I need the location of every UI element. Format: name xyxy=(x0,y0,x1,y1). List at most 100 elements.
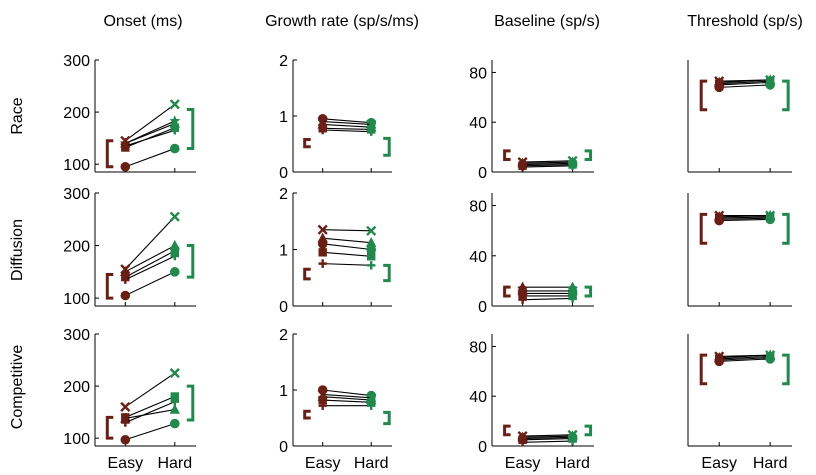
x-tick-label-hard: Hard xyxy=(555,455,590,472)
y-tick-label: 300 xyxy=(63,327,90,344)
series-connector-line xyxy=(125,255,176,281)
hard-range-bracket xyxy=(186,244,195,279)
row-labels: Race Diffusion Competitive xyxy=(9,97,26,429)
series-connector-line xyxy=(522,437,573,441)
y-tick-label: 2 xyxy=(279,186,288,203)
series-connector-line xyxy=(125,423,175,441)
x-tick-label-easy: Easy xyxy=(505,455,541,472)
y-tick-label: 300 xyxy=(63,53,90,70)
series-connector-line xyxy=(124,372,176,408)
series-connector-line xyxy=(125,401,176,424)
hard-point-plus xyxy=(170,126,179,135)
easy-point-circle xyxy=(714,82,724,93)
hard-range-bracket xyxy=(584,285,593,298)
y-tick-label: 0 xyxy=(279,165,288,182)
y-tick-label: 0 xyxy=(279,299,288,316)
series-connector-line xyxy=(322,237,372,244)
panel-2-2: 0 40 80 Easy Hard xyxy=(469,334,594,472)
easy-point-circle xyxy=(714,356,724,367)
y-tick-label: 80 xyxy=(469,199,487,216)
panel-0-2: 0 40 80 xyxy=(469,60,594,182)
series-connector-line xyxy=(522,163,573,167)
hard-range-bracket xyxy=(383,136,391,157)
hard-point-circle xyxy=(169,143,180,154)
y-tick-label: 0 xyxy=(478,165,487,182)
x-tick-label-easy: Easy xyxy=(108,455,144,472)
hard-point-square xyxy=(170,246,179,256)
hard-range-bracket xyxy=(782,212,790,245)
series-connector-line xyxy=(125,129,175,147)
hard-point-x xyxy=(169,211,180,222)
hard-point-plus xyxy=(170,251,179,261)
easy-point-plus xyxy=(121,418,130,427)
series-connector-line xyxy=(719,355,771,360)
easy-point-plus xyxy=(518,438,527,447)
column-title-onset: Onset (ms) xyxy=(103,13,182,30)
easy-point-plus xyxy=(121,141,130,151)
series-connector-line xyxy=(522,162,573,166)
x-tick-label-hard: Hard xyxy=(753,455,788,472)
hard-point-square xyxy=(367,252,376,261)
series-connector-line xyxy=(522,440,573,443)
easy-range-bracket xyxy=(105,415,114,440)
easy-point-circle xyxy=(120,434,131,445)
hard-point-circle xyxy=(765,354,775,364)
series-connector-line xyxy=(719,217,771,220)
hard-point-circle xyxy=(765,214,775,225)
panel-0-3 xyxy=(687,60,792,173)
series-connector-line xyxy=(322,127,372,130)
series-connector-line xyxy=(522,436,573,440)
hard-point-plus xyxy=(568,161,577,170)
series-connector-line xyxy=(719,358,771,362)
x-tick-label-easy: Easy xyxy=(305,455,341,472)
easy-point-plus xyxy=(518,295,527,304)
series-connector-line xyxy=(322,243,372,251)
y-tick-label: 1 xyxy=(279,109,288,126)
easy-point-triangle xyxy=(120,412,131,423)
hard-point-plus xyxy=(568,436,577,446)
series-connector-line xyxy=(322,129,372,133)
easy-range-bracket xyxy=(699,79,708,112)
easy-point-square xyxy=(318,248,327,257)
series-connector-line xyxy=(719,216,771,219)
series-connector-line xyxy=(719,218,771,222)
hard-point-x xyxy=(169,99,180,110)
hard-point-plus xyxy=(568,294,577,303)
panel-1-2: 0 40 80 xyxy=(469,193,594,316)
x-tick-label-hard: Hard xyxy=(157,455,192,472)
easy-point-circle xyxy=(317,239,328,249)
panel-2-1: 0 1 2 Easy Hard xyxy=(279,327,392,472)
easy-range-bracket xyxy=(303,267,311,281)
series-connector-line xyxy=(522,297,573,301)
hard-range-bracket xyxy=(782,353,790,386)
panels: 1002003000120408010020030001204080100200… xyxy=(63,53,792,472)
easy-range-bracket xyxy=(303,138,311,149)
hard-range-bracket xyxy=(782,79,790,112)
hard-point-circle xyxy=(169,418,180,429)
series-connector-line xyxy=(322,396,372,401)
easy-range-bracket xyxy=(503,424,511,437)
easy-range-bracket xyxy=(503,149,511,162)
row-label-diffusion: Diffusion xyxy=(9,219,26,281)
easy-point-plus xyxy=(318,401,327,410)
series-connector-line xyxy=(124,103,176,142)
y-tick-label: 80 xyxy=(469,65,487,82)
y-tick-label: 2 xyxy=(279,53,288,70)
series-connector-line xyxy=(522,165,573,168)
hard-range-bracket xyxy=(383,410,391,426)
panel-2-3: Easy Hard xyxy=(687,334,792,472)
hard-point-triangle xyxy=(169,403,180,414)
row-label-race: Race xyxy=(9,97,26,134)
panel-1-3 xyxy=(687,193,792,307)
series-connector-line xyxy=(322,399,372,403)
hard-point-x xyxy=(169,368,180,379)
y-tick-label: 200 xyxy=(63,239,90,256)
y-tick-label: 1 xyxy=(279,243,288,260)
series-connector-line xyxy=(719,215,771,218)
y-tick-label: 40 xyxy=(469,389,487,406)
easy-point-x xyxy=(317,224,328,235)
y-tick-label: 300 xyxy=(63,186,90,203)
easy-point-circle xyxy=(714,215,724,226)
y-tick-label: 40 xyxy=(469,115,487,132)
